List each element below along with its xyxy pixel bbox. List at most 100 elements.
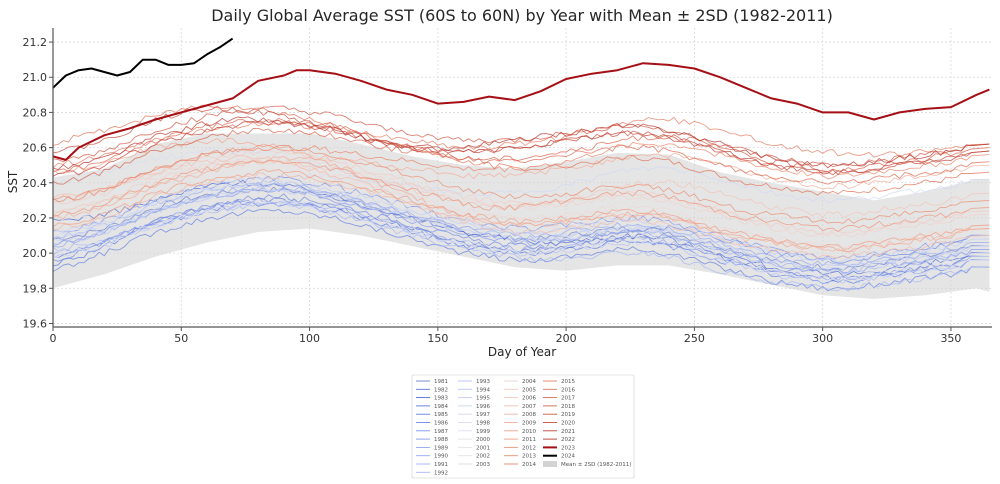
legend-label: 1994 <box>476 387 490 393</box>
legend-label: 2012 <box>522 445 536 451</box>
x-tick-label: 200 <box>556 332 577 345</box>
legend-label: 2019 <box>561 412 575 418</box>
y-tick-label: 20.4 <box>23 177 48 190</box>
series-line-1994 <box>52 186 990 271</box>
legend-label: 1981 <box>434 379 448 385</box>
legend-label: 2020 <box>561 421 575 427</box>
series-line-2007 <box>52 155 990 259</box>
legend-label: 2014 <box>522 462 536 468</box>
legend-label: 2007 <box>522 404 536 410</box>
series-line-2012 <box>52 159 990 233</box>
y-tick-label: 21.0 <box>23 71 48 84</box>
legend-label: 1984 <box>434 404 448 410</box>
y-tick-label: 20.6 <box>23 142 48 155</box>
legend-label: 2000 <box>476 437 490 443</box>
series-line-2010 <box>52 137 990 253</box>
legend-label: 1996 <box>476 404 490 410</box>
legend-label: Mean ± 2SD (1982-2011) <box>561 462 631 468</box>
series-line-2015 <box>52 116 990 169</box>
chart-title: Daily Global Average SST (60S to 60N) by… <box>211 6 833 25</box>
legend-label: 2023 <box>561 445 575 451</box>
legend-label: 1987 <box>434 429 448 435</box>
legend-label: 1985 <box>434 412 448 418</box>
series-line-2020 <box>52 105 990 176</box>
legend-label: 2011 <box>522 437 536 443</box>
y-tick-label: 20.2 <box>23 212 48 225</box>
series-line-1990 <box>52 182 990 267</box>
legend-label: 1986 <box>434 421 448 427</box>
legend-label: 1999 <box>476 429 490 435</box>
legend-label: 2005 <box>522 387 536 393</box>
legend-label: 1989 <box>434 445 448 451</box>
series-line-2021 <box>52 120 990 177</box>
axes <box>52 28 992 328</box>
y-tick-label: 21.2 <box>23 36 48 49</box>
legend-label: 2006 <box>522 396 536 402</box>
legend-label: 2024 <box>561 454 575 460</box>
legend-label: 1990 <box>434 454 448 460</box>
series-line-2009 <box>52 152 990 220</box>
legend-label: 2001 <box>476 445 490 451</box>
series-line-2004 <box>52 156 990 238</box>
legend-box <box>411 374 635 479</box>
legend-swatch-band <box>543 461 557 467</box>
legend-label: 1991 <box>434 462 448 468</box>
legend-label: 1982 <box>434 387 448 393</box>
band-layer <box>53 133 990 299</box>
series-line-2017 <box>52 117 990 185</box>
series-line-2013 <box>52 144 990 224</box>
legend-label: 2010 <box>522 429 536 435</box>
x-tick-label: 50 <box>174 332 188 345</box>
legend-label: 2016 <box>561 387 575 393</box>
x-tick-label: 100 <box>299 332 320 345</box>
legend-label: 1998 <box>476 421 490 427</box>
legend-label: 1983 <box>434 396 448 402</box>
mean-2sd-band <box>53 133 990 299</box>
legend-label: 2017 <box>561 396 575 402</box>
y-tick-label: 19.8 <box>23 282 48 295</box>
y-tick-label: 20.0 <box>23 247 48 260</box>
legend-label: 2004 <box>522 379 536 385</box>
x-tick-label: 0 <box>50 332 57 345</box>
series-line-1981 <box>52 186 990 271</box>
series-line-2022 <box>52 116 990 171</box>
series-line-2024 <box>52 37 234 89</box>
legend-label: 2022 <box>561 437 575 443</box>
x-tick-label: 250 <box>684 332 705 345</box>
legend-label: 2003 <box>476 462 490 468</box>
legend-label: 1992 <box>434 470 448 476</box>
series-line-2014 <box>52 141 990 202</box>
legend-label: 2021 <box>561 429 575 435</box>
highlight-layer <box>52 37 990 161</box>
x-tick-label: 350 <box>940 332 961 345</box>
series-layer <box>52 104 990 292</box>
legend-label: 2009 <box>522 421 536 427</box>
legend-label: 1997 <box>476 412 490 418</box>
legend-label: 2002 <box>476 454 490 460</box>
series-line-2008 <box>52 172 990 253</box>
legend-label: 2013 <box>522 454 536 460</box>
ticks: 0 50 100 150 200 250 300 350 19.6 19.8 20.0 20.2 20.… <box>23 36 962 345</box>
x-axis-label: Day of Year <box>488 345 556 359</box>
series-line-2023 <box>52 62 990 161</box>
legend-label: 2015 <box>561 379 575 385</box>
series-line-2011 <box>52 168 990 250</box>
x-tick-label: 300 <box>812 332 833 345</box>
series-line-1985 <box>52 208 990 292</box>
series-line-2003 <box>52 158 990 250</box>
y-tick-label: 19.6 <box>23 317 48 330</box>
x-tick-label: 150 <box>427 332 448 345</box>
series-line-1996 <box>52 187 990 271</box>
legend-label: 2008 <box>522 412 536 418</box>
y-axis-label: SST <box>6 170 20 193</box>
series-line-2000 <box>52 197 990 279</box>
legend-label: 1988 <box>434 437 448 443</box>
y-tick-label: 20.8 <box>23 106 48 119</box>
series-line-1997 <box>52 165 990 239</box>
legend-label: 1995 <box>476 396 490 402</box>
legend-label: 1993 <box>476 379 490 385</box>
legend: 1981 1982 1983 1984 1985 1986 1987 1988 1989 1990… <box>411 374 635 479</box>
legend-label: 2018 <box>561 404 575 410</box>
series-line-1984 <box>52 201 990 285</box>
series-line-1999 <box>52 201 990 284</box>
